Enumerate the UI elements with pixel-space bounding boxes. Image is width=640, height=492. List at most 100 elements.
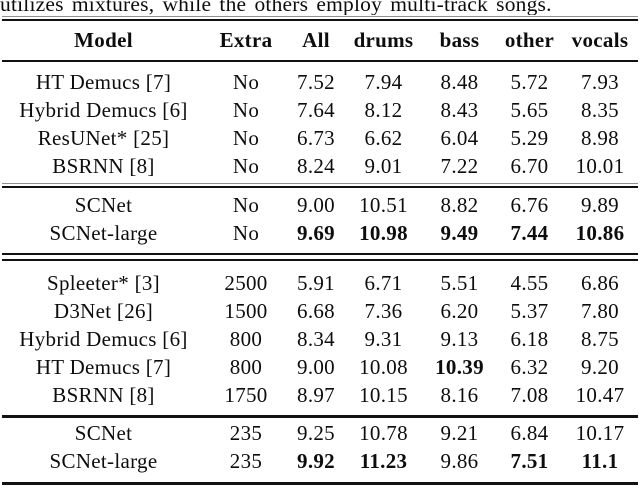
extra-cell: No xyxy=(232,154,260,178)
rule-double-separator xyxy=(2,253,638,261)
all-cell: 9.00 xyxy=(297,355,335,379)
bass-cell: 7.22 xyxy=(440,154,479,178)
vocals-cell: 6.86 xyxy=(581,271,619,295)
other-cell: 5.72 xyxy=(510,70,549,94)
model-cell: Spleeter* [3] xyxy=(47,271,160,295)
bass-cell: 8.82 xyxy=(440,193,479,217)
bass-cell: 8.43 xyxy=(440,98,479,122)
extra-cell: No xyxy=(232,221,260,245)
col-header-all: All xyxy=(302,28,330,52)
vocals-cell: 9.20 xyxy=(581,355,619,379)
extra-cell: 800 xyxy=(229,327,263,351)
drums-cell: 10.78 xyxy=(359,421,408,445)
rule-below-header xyxy=(2,60,638,62)
rule-bottom xyxy=(2,482,638,485)
all-cell: 6.68 xyxy=(297,299,335,323)
other-cell: 6.32 xyxy=(510,355,549,379)
table-row: Hybrid Demucs [6] No 7.64 8.12 8.43 5.65… xyxy=(2,96,638,124)
other-cell: 4.55 xyxy=(510,271,549,295)
table-row: HT Demucs [7] No 7.52 7.94 8.48 5.72 7.9… xyxy=(2,68,638,96)
drums-cell: 9.01 xyxy=(364,154,403,178)
bass-cell: 9.86 xyxy=(440,449,479,473)
all-cell: 8.24 xyxy=(297,154,335,178)
other-cell: 5.37 xyxy=(510,299,549,323)
section-baselines-no-extra: HT Demucs [7] No 7.52 7.94 8.48 5.72 7.9… xyxy=(2,62,638,183)
all-cell: 9.92 xyxy=(297,449,335,473)
table-row: Spleeter* [3] 2500 5.91 6.71 5.51 4.55 6… xyxy=(2,269,638,297)
extra-cell: No xyxy=(232,98,260,122)
table-row: SCNet 235 9.25 10.78 9.21 6.84 10.17 xyxy=(2,419,638,447)
other-cell: 6.18 xyxy=(510,327,549,351)
other-cell: 5.29 xyxy=(510,126,549,150)
extra-cell: No xyxy=(232,193,260,217)
vocals-cell: 10.86 xyxy=(575,221,625,245)
vocals-cell: 8.75 xyxy=(581,327,619,351)
all-cell: 7.64 xyxy=(297,98,335,122)
drums-cell: 8.12 xyxy=(364,98,403,122)
drums-cell: 10.15 xyxy=(359,383,408,407)
drums-cell: 7.36 xyxy=(364,299,403,323)
bass-cell: 6.04 xyxy=(440,126,479,150)
all-cell: 8.97 xyxy=(297,383,335,407)
table-row: SCNet No 9.00 10.51 8.82 6.76 9.89 xyxy=(2,191,638,219)
bass-cell: 8.16 xyxy=(440,383,479,407)
drums-cell: 6.62 xyxy=(364,126,403,150)
section-scnet-extra-data: SCNet 235 9.25 10.78 9.21 6.84 10.17 SCN… xyxy=(2,418,638,482)
other-cell: 7.08 xyxy=(510,383,549,407)
table-row: BSRNN [8] No 8.24 9.01 7.22 6.70 10.01 xyxy=(2,152,638,180)
extra-cell: 800 xyxy=(229,355,263,379)
model-cell: BSRNN [8] xyxy=(52,383,155,407)
table-row: HT Demucs [7] 800 9.00 10.08 10.39 6.32 … xyxy=(2,353,638,381)
model-cell: Hybrid Demucs [6] xyxy=(19,327,188,351)
caption-text: utilizes mixtures, while the others empl… xyxy=(0,0,552,15)
vocals-cell: 10.01 xyxy=(575,154,625,178)
bass-cell: 5.51 xyxy=(440,271,479,295)
all-cell: 5.91 xyxy=(297,271,335,295)
table-row: Hybrid Demucs [6] 800 8.34 9.31 9.13 6.1… xyxy=(2,325,638,353)
other-cell: 6.84 xyxy=(510,421,549,445)
all-cell: 7.52 xyxy=(297,70,335,94)
extra-cell: 1500 xyxy=(224,299,268,323)
other-cell: 5.65 xyxy=(510,98,549,122)
vocals-cell: 9.89 xyxy=(581,193,619,217)
rule-top xyxy=(2,16,638,21)
drums-cell: 7.94 xyxy=(364,70,403,94)
other-cell: 6.76 xyxy=(510,193,549,217)
bass-cell: 6.20 xyxy=(440,299,479,323)
all-cell: 8.34 xyxy=(297,327,335,351)
section-scnet-no-extra: SCNet No 9.00 10.51 8.82 6.76 9.89 SCNet… xyxy=(2,188,638,253)
model-cell: SCNet-large xyxy=(49,449,158,473)
col-header-other: other xyxy=(504,28,555,52)
table-row: BSRNN [8] 1750 8.97 10.15 8.16 7.08 10.4… xyxy=(2,381,638,409)
model-cell: SCNet-large xyxy=(49,221,158,245)
model-cell: D3Net [26] xyxy=(53,299,154,323)
section-baselines-extra-data: Spleeter* [3] 2500 5.91 6.71 5.51 4.55 6… xyxy=(2,261,638,415)
vocals-cell: 7.93 xyxy=(581,70,619,94)
model-cell: BSRNN [8] xyxy=(52,154,155,178)
extra-cell: 1750 xyxy=(224,383,268,407)
rule-above-scnet-2 xyxy=(2,415,638,418)
vocals-cell: 8.35 xyxy=(581,98,619,122)
vocals-cell: 10.17 xyxy=(575,421,625,445)
results-table: Model Extra All drums bass other vocals … xyxy=(2,16,638,485)
all-cell: 9.00 xyxy=(297,193,335,217)
extra-cell: 2500 xyxy=(224,271,268,295)
bass-cell: 9.49 xyxy=(440,221,479,245)
col-header-bass: bass xyxy=(439,28,480,52)
table-row: SCNet-large 235 9.92 11.23 9.86 7.51 11.… xyxy=(2,447,638,475)
other-cell: 7.51 xyxy=(510,449,549,473)
drums-cell: 10.08 xyxy=(359,355,408,379)
model-cell: ResUNet* [25] xyxy=(37,126,170,150)
all-cell: 6.73 xyxy=(297,126,335,150)
extra-cell: 235 xyxy=(229,421,263,445)
model-cell: SCNet xyxy=(74,193,133,217)
table-header-row: Model Extra All drums bass other vocals xyxy=(2,21,638,60)
other-cell: 6.70 xyxy=(510,154,549,178)
extra-cell: 235 xyxy=(229,449,263,473)
col-header-vocals: vocals xyxy=(571,28,629,52)
bass-cell: 8.48 xyxy=(440,70,479,94)
drums-cell: 10.98 xyxy=(359,221,408,245)
bass-cell: 9.21 xyxy=(440,421,479,445)
col-header-drums: drums xyxy=(353,28,414,52)
drums-cell: 9.31 xyxy=(364,327,403,351)
